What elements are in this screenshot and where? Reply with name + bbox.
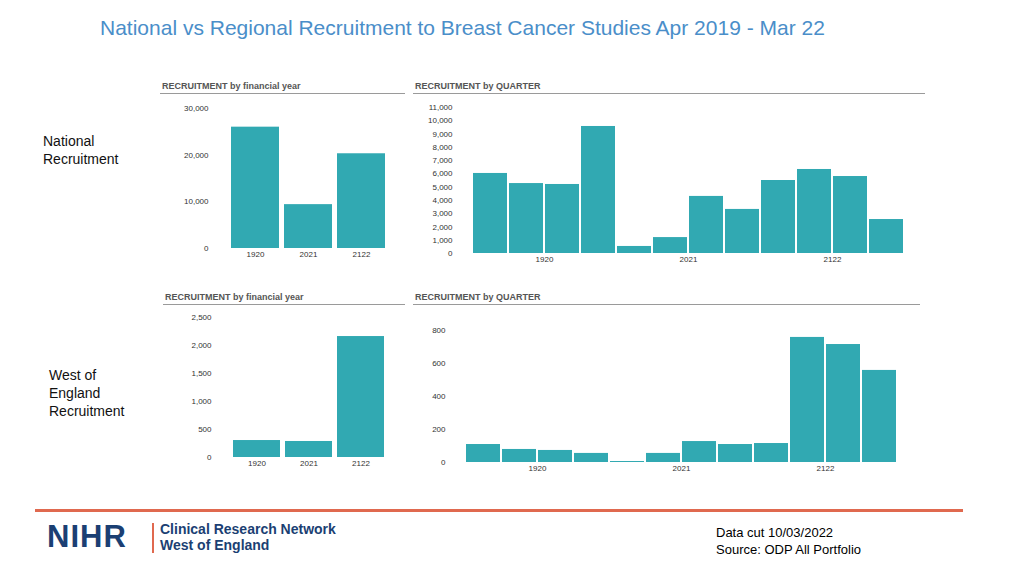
svg-text:1,000: 1,000 xyxy=(191,397,212,406)
svg-text:2021: 2021 xyxy=(300,459,318,468)
html-text:RECRUITMENT by QUARTER: RECRUITMENT by QUARTER xyxy=(415,292,541,302)
html-text:Clinical Research Network: Clinical Research Network xyxy=(160,521,336,537)
svg-text:3,000: 3,000 xyxy=(432,209,453,218)
svg-text:1920: 1920 xyxy=(536,255,554,264)
svg-text:200: 200 xyxy=(432,425,446,434)
html-text:RECRUITMENT by financial year: RECRUITMENT by financial year xyxy=(165,292,304,302)
html-text:RECRUITMENT by QUARTER: RECRUITMENT by QUARTER xyxy=(415,81,541,91)
svg-text:0: 0 xyxy=(207,453,212,462)
svg-text:1,000: 1,000 xyxy=(432,236,453,245)
svg-text:4,000: 4,000 xyxy=(432,196,453,205)
svg-text:1,500: 1,500 xyxy=(191,369,212,378)
svg-text:2122: 2122 xyxy=(817,464,835,473)
svg-text:2021: 2021 xyxy=(680,255,698,264)
svg-text:10,000: 10,000 xyxy=(428,116,453,125)
svg-text:2,000: 2,000 xyxy=(191,341,212,350)
svg-text:30,000: 30,000 xyxy=(184,104,209,113)
svg-text:2122: 2122 xyxy=(824,255,842,264)
svg-text:6,000: 6,000 xyxy=(432,169,453,178)
svg-text:1920: 1920 xyxy=(247,250,265,259)
svg-text:600: 600 xyxy=(432,359,446,368)
html-text:Source: ODP All Portfolio: Source: ODP All Portfolio xyxy=(716,542,861,557)
svg-text:2021: 2021 xyxy=(300,250,318,259)
svg-text:9,000: 9,000 xyxy=(432,130,453,139)
svg-text:8,000: 8,000 xyxy=(432,143,453,152)
svg-text:2021: 2021 xyxy=(673,464,691,473)
svg-text:0: 0 xyxy=(441,458,446,467)
html-text:RECRUITMENT by financial year: RECRUITMENT by financial year xyxy=(162,81,301,91)
html-text:West of England Recruitment: West of England Recruitment xyxy=(49,367,125,419)
svg-text:10,000: 10,000 xyxy=(184,197,209,206)
svg-text:11,000: 11,000 xyxy=(429,103,453,112)
svg-text:2,500: 2,500 xyxy=(191,313,212,322)
svg-text:400: 400 xyxy=(432,392,446,401)
svg-text:20,000: 20,000 xyxy=(184,151,209,160)
svg-text:1920: 1920 xyxy=(248,459,266,468)
html-text:West of England: West of England xyxy=(160,537,270,553)
svg-text:2,000: 2,000 xyxy=(432,223,453,232)
svg-text:500: 500 xyxy=(198,425,212,434)
svg-text:0: 0 xyxy=(448,249,453,258)
svg-text:1920: 1920 xyxy=(529,464,547,473)
svg-text:0: 0 xyxy=(204,244,209,253)
svg-text:2122: 2122 xyxy=(353,250,371,259)
html-text:Data cut 10/03/2022: Data cut 10/03/2022 xyxy=(716,525,834,540)
html-text:National Recruitment: National Recruitment xyxy=(43,133,119,167)
svg-text:5,000: 5,000 xyxy=(432,183,453,192)
html-text:National vs Regional Recruitme: National vs Regional Recruitment to Brea… xyxy=(100,16,825,39)
svg-text:2122: 2122 xyxy=(352,459,370,468)
html-text:NIHR: NIHR xyxy=(47,519,127,554)
svg-text:7,000: 7,000 xyxy=(432,156,453,165)
svg-text:800: 800 xyxy=(432,326,446,335)
